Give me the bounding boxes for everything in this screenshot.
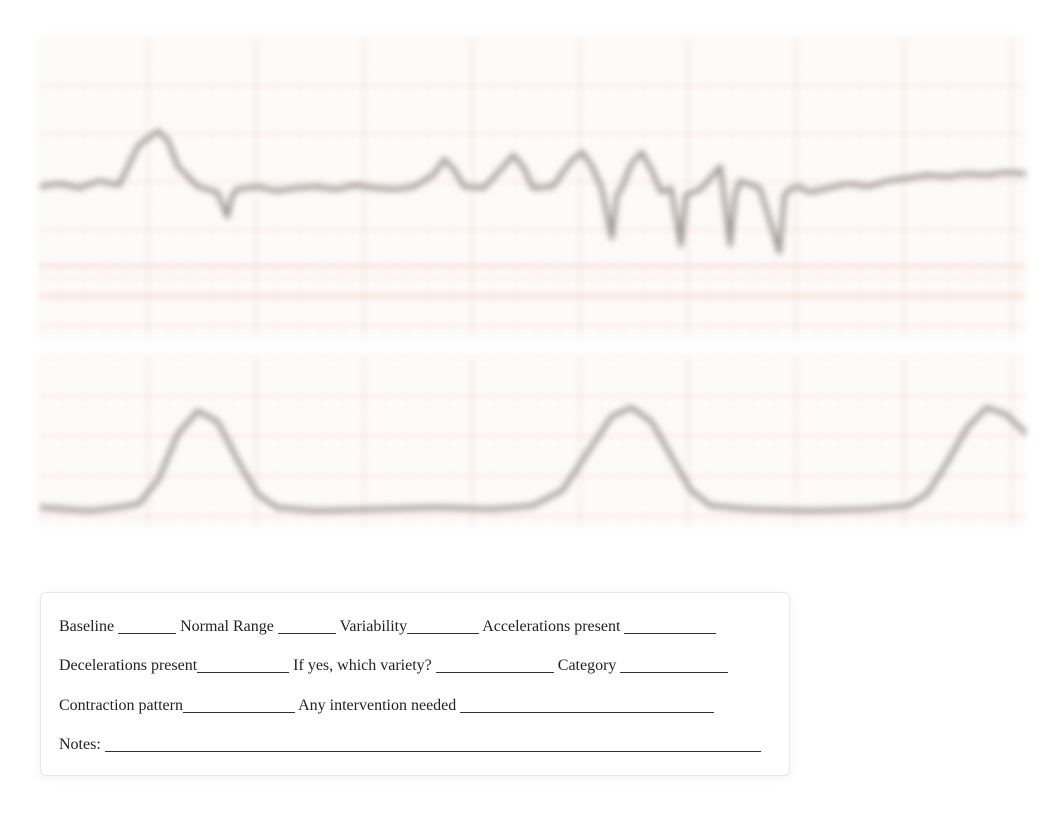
fhr-trace xyxy=(40,38,1026,338)
variability-blank[interactable] xyxy=(407,618,479,634)
normal-range-label: Normal Range xyxy=(180,618,278,635)
decelerations-blank[interactable] xyxy=(197,657,289,673)
form-line-2: Decelerations present If yes, which vari… xyxy=(59,654,771,677)
fhr-strip xyxy=(40,38,1026,338)
notes-blank[interactable] xyxy=(105,736,761,752)
form-line-3: Contraction pattern Any intervention nee… xyxy=(59,694,771,717)
baseline-label: Baseline xyxy=(59,618,118,635)
notes-label: Notes: xyxy=(59,736,105,753)
variability-label: Variability xyxy=(340,618,408,635)
contraction-blank[interactable] xyxy=(183,697,295,713)
efm-strip-region xyxy=(40,38,1026,528)
category-label: Category xyxy=(558,657,621,674)
form-line-1: Baseline Normal Range Variability Accele… xyxy=(59,615,771,638)
accelerations-blank[interactable] xyxy=(624,618,716,634)
form-line-4: Notes: xyxy=(59,733,771,756)
contraction-label: Contraction pattern xyxy=(59,697,183,714)
normal-range-blank[interactable] xyxy=(278,618,336,634)
assessment-form: Baseline Normal Range Variability Accele… xyxy=(40,592,790,776)
category-blank[interactable] xyxy=(620,657,728,673)
intervention-label: Any intervention needed xyxy=(298,697,460,714)
decelerations-label: Decelerations present xyxy=(59,657,197,674)
toco-strip xyxy=(40,356,1026,528)
baseline-blank[interactable] xyxy=(118,618,176,634)
accelerations-label: Accelerations present xyxy=(482,618,624,635)
toco-trace xyxy=(40,356,1026,528)
if-yes-label: If yes, which variety? xyxy=(293,657,436,674)
intervention-blank[interactable] xyxy=(460,697,714,713)
variety-blank[interactable] xyxy=(436,657,554,673)
